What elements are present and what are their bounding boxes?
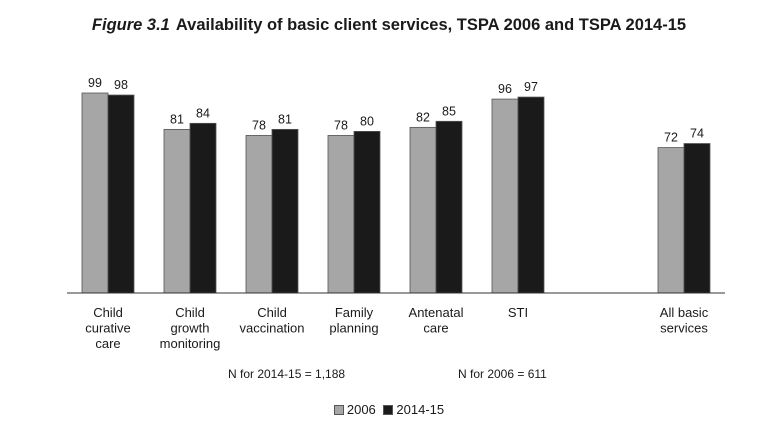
bar-antenatal-care-2006 [409,126,437,294]
legend-label-2006: 2006 [346,402,376,417]
bar-child-growth-monitoring-2006 [163,128,191,294]
category-label-child-curative-care: Child curative care [85,305,131,351]
data-label-all-basic-services-2014-15: 74 [690,127,704,141]
legend-item-2014-15: 2014-15 [383,402,444,417]
bar-all-basic-services-2014-15 [683,143,711,294]
bar-sti-2014-15 [517,96,545,294]
data-label-family-planning-2014-15: 80 [360,114,374,128]
data-label-antenatal-care-2014-15: 85 [442,104,456,118]
chart-legend: 2006 2014-15 [0,402,778,418]
category-label-family-planning: Family planning [329,305,378,336]
bar-child-vaccination-2014-15 [271,128,299,294]
category-label-all-basic-services: All basic services [660,305,709,336]
bar-sti-2006 [491,98,519,294]
legend-item-2006: 2006 [333,402,376,417]
legend-swatch-2006 [333,404,344,415]
chart-title: Figure 3.1 Availability of basic client s… [0,16,778,35]
data-label-antenatal-care-2006: 82 [416,110,430,124]
data-label-all-basic-services-2006: 72 [664,131,678,145]
category-label-sti: STI [508,305,528,320]
bar-family-planning-2014-15 [353,130,381,294]
bar-child-growth-monitoring-2014-15 [189,122,217,294]
bar-child-vaccination-2006 [245,135,273,294]
figure-number: Figure 3.1 [91,16,170,34]
bar-family-planning-2006 [327,135,355,294]
sample-size-note-2006: N for 2006 = 611 [458,367,547,381]
category-label-child-growth-monitoring: Child growth monitoring [160,305,221,351]
bar-all-basic-services-2006 [657,147,685,294]
bar-child-curative-care-2014-15 [107,94,135,294]
data-label-child-vaccination-2006: 78 [252,118,266,132]
data-label-child-curative-care-2014-15: 98 [114,78,128,92]
bar-child-curative-care-2006 [81,92,109,294]
figure-caption: Availability of basic client services, T… [175,16,687,34]
category-label-antenatal-care: Antenatal care [409,305,464,336]
data-label-child-growth-monitoring-2014-15: 84 [196,106,210,120]
data-label-sti-2014-15: 97 [524,80,538,94]
legend-swatch-2014-15 [383,404,394,415]
category-label-child-vaccination: Child vaccination [239,305,304,336]
data-label-sti-2006: 96 [498,82,512,96]
bar-antenatal-care-2014-15 [435,120,463,294]
legend-label-2014-15: 2014-15 [396,402,445,417]
data-label-child-growth-monitoring-2006: 81 [170,112,184,126]
data-label-child-curative-care-2006: 99 [88,76,102,90]
data-label-child-vaccination-2014-15: 81 [278,112,292,126]
sample-size-note-2014: N for 2014-15 = 1,188 [228,367,346,381]
data-label-family-planning-2006: 78 [334,118,348,132]
